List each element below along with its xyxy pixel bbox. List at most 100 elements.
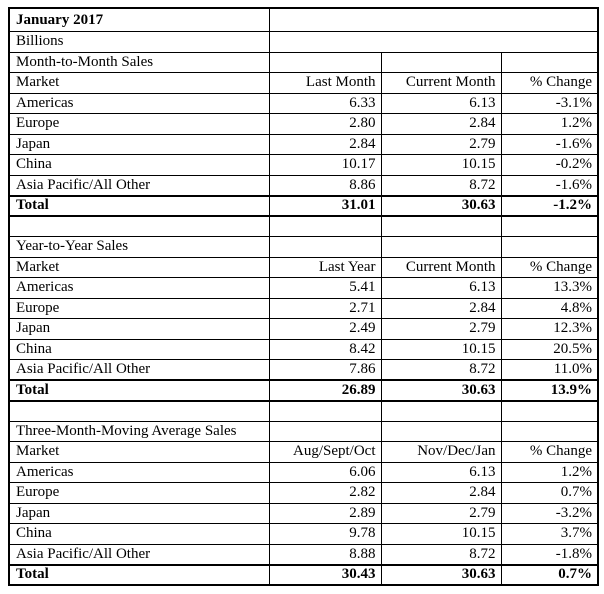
value-cell: 6.06 [268, 461, 382, 483]
value-cell: 20.5% [500, 338, 599, 360]
title-row: January 2017 [8, 7, 599, 32]
data-row: Europe 2.82 2.84 0.7% [8, 482, 599, 504]
value-cell: 2.84 [380, 113, 502, 135]
section-spacer-cell [380, 420, 502, 442]
value-cell: -1.6% [500, 133, 599, 155]
value-cell: 8.72 [380, 543, 502, 565]
section-spacer-cell [500, 420, 599, 442]
market-cell: China [8, 154, 270, 176]
data-row: Japan 2.49 2.79 12.3% [8, 318, 599, 340]
market-cell: Japan [8, 133, 270, 155]
value-cell: 13.3% [500, 277, 599, 299]
value-cell: 10.15 [380, 523, 502, 545]
data-row: Asia Pacific/All Other 8.88 8.72 -1.8% [8, 543, 599, 565]
data-row: Europe 2.71 2.84 4.8% [8, 297, 599, 319]
value-cell: 6.13 [380, 277, 502, 299]
units-label: Billions [8, 31, 270, 53]
value-cell: 8.72 [380, 174, 502, 196]
value-cell: 4.8% [500, 297, 599, 319]
data-row: Americas 6.06 6.13 1.2% [8, 461, 599, 483]
total-value-cell: -1.2% [500, 194, 599, 217]
spacer-row [8, 215, 599, 237]
value-cell: 2.71 [268, 297, 382, 319]
value-cell: 6.13 [380, 92, 502, 114]
total-value-cell: 30.63 [380, 563, 502, 586]
title-spacer-cell [268, 7, 599, 32]
value-cell: 8.86 [268, 174, 382, 196]
section-spacer-cell [268, 236, 382, 258]
total-value-cell: 0.7% [500, 563, 599, 586]
value-cell: 0.7% [500, 482, 599, 504]
column-header: Market [8, 441, 270, 463]
value-cell: 5.41 [268, 277, 382, 299]
market-cell: Asia Pacific/All Other [8, 174, 270, 196]
section-row: Month-to-Month Sales [8, 51, 599, 73]
total-label: Total [8, 379, 270, 402]
value-cell: -3.1% [500, 92, 599, 114]
header-row: Market Aug/Sept/Oct Nov/Dec/Jan% Change [8, 441, 599, 463]
value-cell: -3.2% [500, 502, 599, 524]
spacer-cell [380, 400, 502, 422]
total-row: Total 26.89 30.63 13.9% [8, 379, 599, 402]
sales-report-table: January 2017 Billions Month-to-Month Sales… [8, 7, 599, 586]
section-spacer-cell [268, 420, 382, 442]
market-cell: Asia Pacific/All Other [8, 543, 270, 565]
column-header: Aug/Sept/Oct [268, 441, 382, 463]
value-cell: 3.7% [500, 523, 599, 545]
market-cell: Japan [8, 318, 270, 340]
value-cell: 6.33 [268, 92, 382, 114]
column-header: Market [8, 256, 270, 278]
header-row: Market Last Month Current Month% Change [8, 72, 599, 94]
total-label: Total [8, 563, 270, 586]
data-row: Asia Pacific/All Other 8.86 8.72 -1.6% [8, 174, 599, 196]
spacer-cell [500, 215, 599, 237]
units-spacer-cell [268, 31, 599, 53]
total-value-cell: 30.43 [268, 563, 382, 586]
value-cell: 2.79 [380, 318, 502, 340]
section-title: Month-to-Month Sales [8, 51, 270, 73]
section-spacer-cell [268, 51, 382, 73]
spacer-row [8, 400, 599, 422]
column-header: % Change [500, 256, 599, 278]
value-cell: 2.49 [268, 318, 382, 340]
market-cell: China [8, 338, 270, 360]
total-row: Total 30.43 30.63 0.7% [8, 563, 599, 586]
spacer-cell [268, 215, 382, 237]
market-cell: Americas [8, 461, 270, 483]
value-cell: 11.0% [500, 359, 599, 381]
value-cell: 2.79 [380, 502, 502, 524]
market-cell: Asia Pacific/All Other [8, 359, 270, 381]
column-header: Market [8, 72, 270, 94]
market-cell: Americas [8, 277, 270, 299]
value-cell: 10.15 [380, 338, 502, 360]
value-cell: 2.84 [268, 133, 382, 155]
value-cell: -1.6% [500, 174, 599, 196]
total-value-cell: 26.89 [268, 379, 382, 402]
value-cell: 8.72 [380, 359, 502, 381]
value-cell: -1.8% [500, 543, 599, 565]
column-header: % Change [500, 441, 599, 463]
total-value-cell: 30.63 [380, 379, 502, 402]
market-cell: China [8, 523, 270, 545]
value-cell: 2.84 [380, 297, 502, 319]
section-spacer-cell [380, 236, 502, 258]
value-cell: 2.79 [380, 133, 502, 155]
data-row: Japan 2.84 2.79 -1.6% [8, 133, 599, 155]
market-cell: Japan [8, 502, 270, 524]
column-header: Last Year [268, 256, 382, 278]
value-cell: 7.86 [268, 359, 382, 381]
section-spacer-cell [500, 51, 599, 73]
section-spacer-cell [380, 51, 502, 73]
value-cell: 2.80 [268, 113, 382, 135]
market-cell: Europe [8, 297, 270, 319]
total-value-cell: 13.9% [500, 379, 599, 402]
spacer-cell [8, 215, 270, 237]
section-spacer-cell [500, 236, 599, 258]
value-cell: 10.15 [380, 154, 502, 176]
total-value-cell: 31.01 [268, 194, 382, 217]
section-title: Year-to-Year Sales [8, 236, 270, 258]
section-row: Year-to-Year Sales [8, 236, 599, 258]
value-cell: 8.88 [268, 543, 382, 565]
value-cell: 2.82 [268, 482, 382, 504]
total-label: Total [8, 194, 270, 217]
